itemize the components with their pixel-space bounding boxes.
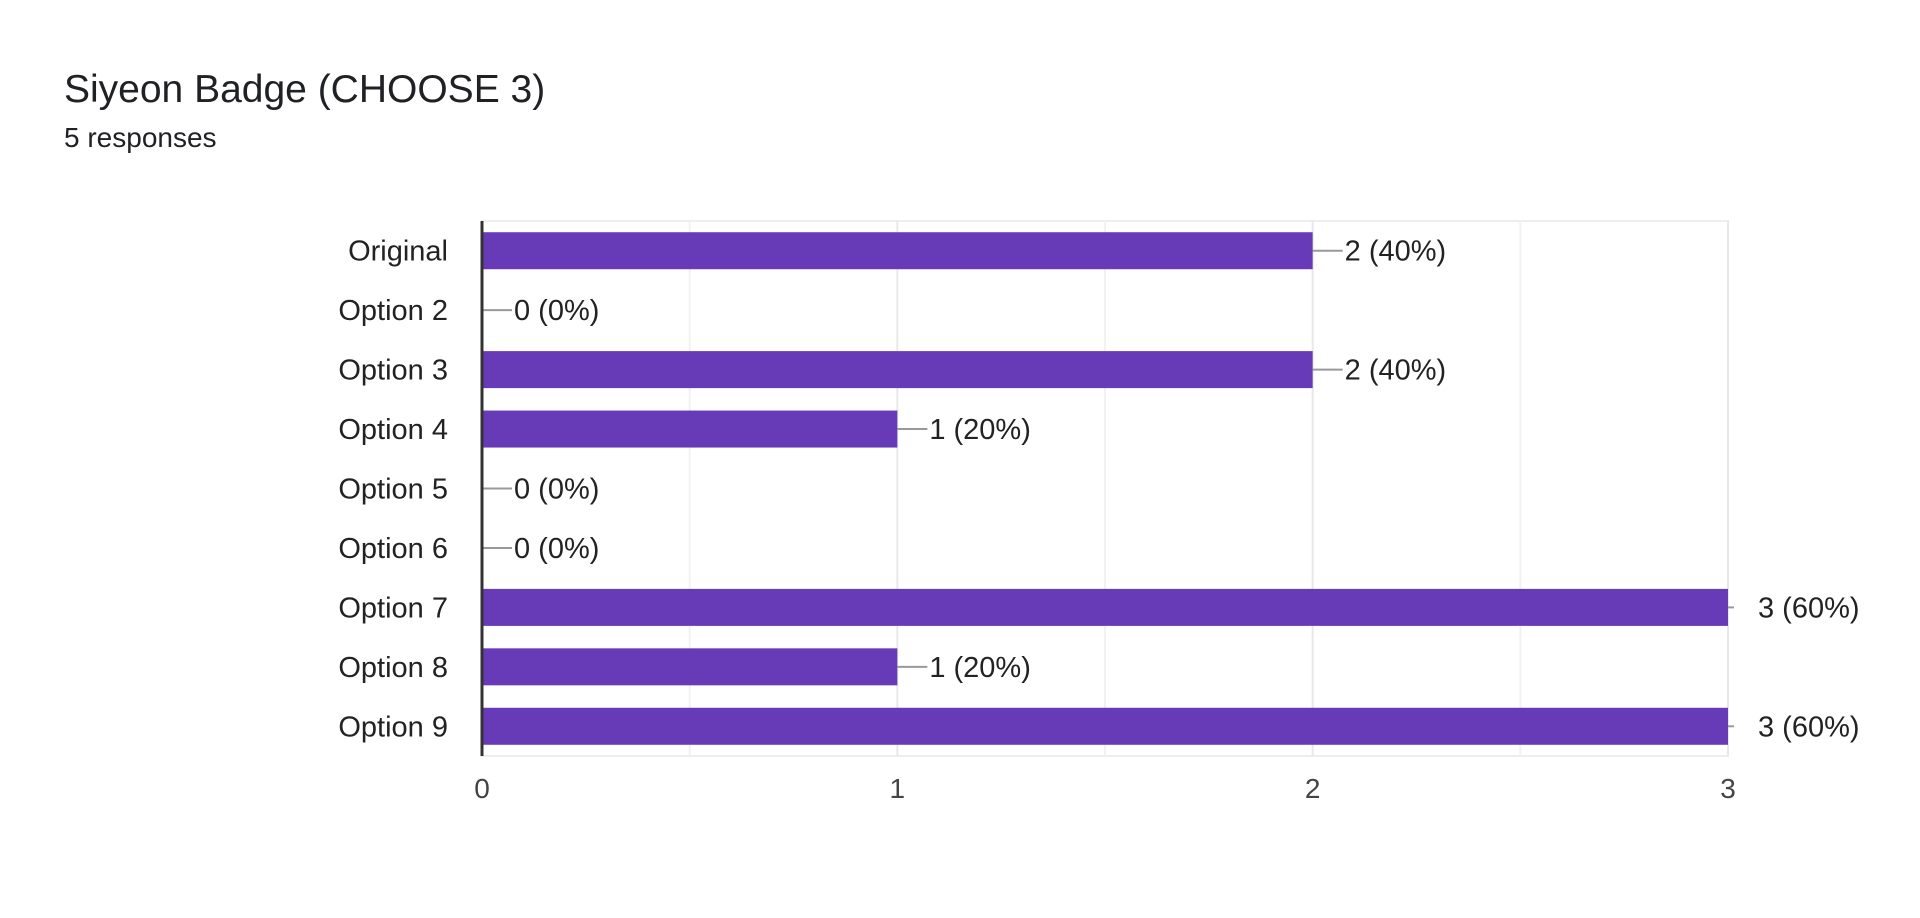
- category-label: Option 9: [338, 711, 448, 743]
- category-label: Option 8: [338, 652, 448, 684]
- data-label: 0 (0%): [514, 474, 599, 506]
- bar: [482, 351, 1313, 389]
- category-label: Option 5: [338, 474, 448, 506]
- bar: [482, 648, 898, 686]
- chart-header: Siyeon Badge (CHOOSE 3) 5 responses: [64, 64, 545, 156]
- x-tick-label: 0: [474, 773, 490, 804]
- x-tick-label: 1: [890, 773, 906, 804]
- data-label: 3 (60%): [1758, 592, 1860, 624]
- data-label: 2 (40%): [1345, 355, 1447, 387]
- x-tick-label: 2: [1305, 773, 1321, 804]
- data-label: 2 (40%): [1345, 236, 1447, 268]
- data-label: 0 (0%): [514, 533, 599, 565]
- chart-title: Siyeon Badge (CHOOSE 3): [64, 68, 546, 111]
- category-label: Option 4: [338, 414, 448, 446]
- bar: [482, 588, 1728, 626]
- x-tick-label: 3: [1720, 773, 1736, 804]
- bar: [482, 707, 1728, 745]
- response-count: 5 responses: [64, 122, 217, 153]
- data-label: 1 (20%): [929, 652, 1031, 684]
- category-label: Option 6: [338, 533, 448, 565]
- data-label: 1 (20%): [929, 414, 1031, 446]
- category-label: Original: [348, 236, 448, 268]
- category-label: Option 3: [338, 355, 448, 387]
- data-label: 0 (0%): [514, 295, 599, 327]
- bar: [482, 232, 1313, 270]
- category-label: Option 7: [338, 592, 448, 624]
- bar: [482, 410, 898, 448]
- data-label: 3 (60%): [1758, 711, 1860, 743]
- category-label: Option 2: [338, 295, 448, 327]
